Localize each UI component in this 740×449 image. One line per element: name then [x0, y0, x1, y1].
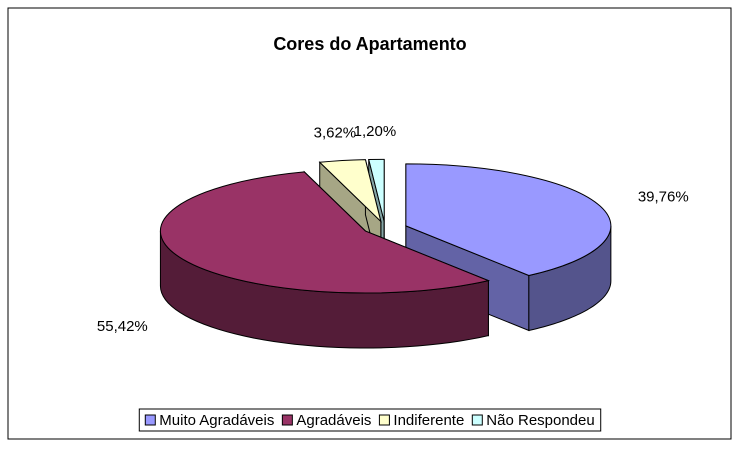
- legend-label: Indiferente: [393, 412, 464, 429]
- slice-tops: [159, 158, 612, 294]
- legend-box: [138, 408, 602, 432]
- data-label: 55,42%: [97, 318, 148, 335]
- slice: [318, 159, 382, 224]
- legend-swatch: [281, 414, 293, 426]
- legend-swatch: [471, 414, 483, 426]
- legend-label: Muito Agradáveis: [159, 412, 274, 429]
- chart-title: Cores do Apartamento: [273, 34, 466, 54]
- legend-swatch: [378, 414, 390, 426]
- slice: [368, 158, 385, 222]
- data-label: 1,20%: [354, 123, 397, 140]
- legend-label: Agradáveis: [296, 412, 371, 429]
- slice: [159, 171, 491, 294]
- data-label: 3,62%: [314, 125, 357, 142]
- slice: [405, 163, 612, 277]
- legend-swatch: [144, 414, 156, 426]
- data-label: 39,76%: [638, 189, 689, 206]
- legend: Muito Agradáveis Agradáveis Indiferente Não…: [138, 408, 602, 432]
- legend-label: Não Respondeu: [486, 412, 594, 429]
